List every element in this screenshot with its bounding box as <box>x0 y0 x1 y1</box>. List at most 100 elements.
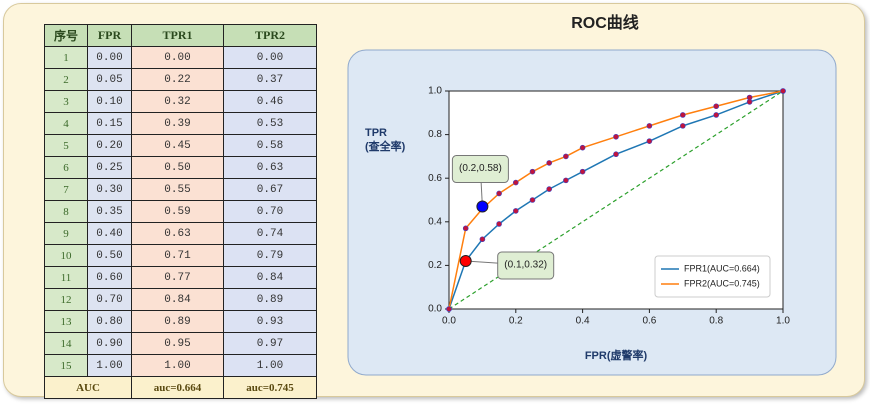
table-row: 3 0.10 0.32 0.46 <box>44 90 317 113</box>
footer-cell: auc=0.664 <box>131 376 224 399</box>
table-row: 12 0.70 0.84 0.89 <box>44 288 317 311</box>
header-row: 序号 FPR TPR1 TPR2 <box>44 24 317 47</box>
table-cell: 0.00 <box>87 46 132 69</box>
table-row: 13 0.80 0.89 0.93 <box>44 310 317 333</box>
chart-title: ROC曲线 <box>571 13 639 32</box>
data-point <box>713 103 720 110</box>
table-cell: 15 <box>44 354 88 377</box>
table-cell: 1.00 <box>223 354 317 377</box>
x-tick-label: 0.2 <box>509 316 523 327</box>
table-row: 4 0.15 0.39 0.53 <box>44 112 317 135</box>
data-point <box>496 190 502 197</box>
x-axis-label: FPR(虚警率) <box>585 348 648 362</box>
annotation-box <box>451 155 509 184</box>
table-cell: 0.00 <box>131 46 224 69</box>
header-cell: TPR1 <box>131 24 224 47</box>
table-cell: 6 <box>44 156 88 179</box>
table-cell: 0.39 <box>131 112 224 135</box>
annotation-point <box>459 255 472 268</box>
data-point <box>546 160 553 166</box>
table-cell: 0.67 <box>223 178 317 201</box>
data-point <box>462 225 469 232</box>
table-cell: 1 <box>44 46 88 69</box>
data-point <box>512 208 519 214</box>
table-cell: 5 <box>44 134 88 157</box>
table-cell: 0.63 <box>223 156 317 179</box>
data-table: 序号 FPR TPR1 TPR2 1 0.00 0.00 0.00 2 0.05 0.22 0.37 3… <box>44 24 317 399</box>
table-cell: 0.70 <box>87 288 132 311</box>
table-cell: 3 <box>44 90 88 113</box>
legend-label: FPR2(AUC=0.745) <box>684 278 760 288</box>
x-tick-label: 0.8 <box>709 316 723 327</box>
data-point <box>496 221 502 227</box>
table-cell: 0.63 <box>131 222 224 245</box>
data-point <box>512 179 519 186</box>
table-cell: 14 <box>44 332 88 355</box>
y-axis-label: TPR <box>365 127 387 139</box>
table-cell: 0.93 <box>223 310 317 333</box>
table-cell: 0.37 <box>223 68 317 91</box>
data-point <box>546 186 553 192</box>
table-cell: 0.10 <box>87 90 132 113</box>
table-cell: 0.77 <box>131 266 224 289</box>
y-tick-label: 0.2 <box>428 260 442 271</box>
y-tick-label: 0.6 <box>428 173 442 184</box>
table-cell: 0.80 <box>87 310 132 333</box>
table-cell: 7 <box>44 178 88 201</box>
table-cell: 0.74 <box>223 222 317 245</box>
table-cell: 8 <box>44 200 88 223</box>
table-cell: 0.20 <box>87 134 132 157</box>
table-cell: 0.71 <box>131 244 224 267</box>
table-cell: 0.59 <box>131 200 224 223</box>
table-cell: 0.22 <box>131 68 224 91</box>
data-point <box>746 94 753 101</box>
data-point <box>563 153 569 160</box>
x-tick-label: 1.0 <box>776 316 790 327</box>
table-cell: 0.89 <box>223 288 317 311</box>
x-tick-label: 0.6 <box>642 316 656 327</box>
data-point <box>563 177 569 184</box>
header-cell: 序号 <box>44 24 88 47</box>
footer-cell: auc=0.745 <box>223 376 317 399</box>
table-row: 11 0.60 0.77 0.84 <box>44 266 317 289</box>
table-cell: 0.40 <box>87 222 132 245</box>
legend-label: FPR1(AUC=0.664) <box>684 263 760 273</box>
table-cell: 0.60 <box>87 266 132 289</box>
data-point <box>529 168 536 175</box>
table-row: 6 0.25 0.50 0.63 <box>44 156 317 179</box>
table-cell: 0.30 <box>87 178 132 201</box>
annotation-text: (0.1,0.32) <box>504 260 547 271</box>
table-cell: 0.15 <box>87 112 132 135</box>
data-point <box>646 123 653 129</box>
y-tick-label: 0.4 <box>428 216 442 227</box>
data-point <box>579 168 586 175</box>
table-cell: 13 <box>44 310 88 333</box>
y-axis-label: (查全率) <box>365 139 406 153</box>
data-point <box>679 123 686 129</box>
table-cell: 0.90 <box>87 332 132 355</box>
y-tick-label: 0.0 <box>428 304 442 315</box>
x-tick-label: 0.0 <box>442 316 456 327</box>
table-row: 5 0.20 0.45 0.58 <box>44 134 317 157</box>
data-point <box>529 197 536 203</box>
data-point <box>646 138 653 144</box>
table-row: 14 0.90 0.95 0.97 <box>44 332 317 355</box>
table-row: 2 0.05 0.22 0.37 <box>44 68 317 91</box>
table-row: 9 0.40 0.63 0.74 <box>44 222 317 245</box>
data-point <box>446 306 452 312</box>
annotation-text: (0.2,0.58) <box>459 163 502 174</box>
header-cell: TPR2 <box>223 24 317 47</box>
data-point <box>479 236 486 243</box>
table-row: 15 1.00 1.00 1.00 <box>44 354 317 377</box>
footer-row: AUC auc=0.664 auc=0.745 <box>44 376 317 399</box>
annotation-box <box>497 251 555 280</box>
table-cell: 0.70 <box>223 200 317 223</box>
table-cell: 0.79 <box>223 244 317 267</box>
table-cell: 1.00 <box>87 354 132 377</box>
header-cell: FPR <box>87 24 132 47</box>
data-point <box>713 112 720 118</box>
legend-box <box>654 255 771 298</box>
table-cell: 0.45 <box>131 134 224 157</box>
table-row: 1 0.00 0.00 0.00 <box>44 46 317 69</box>
